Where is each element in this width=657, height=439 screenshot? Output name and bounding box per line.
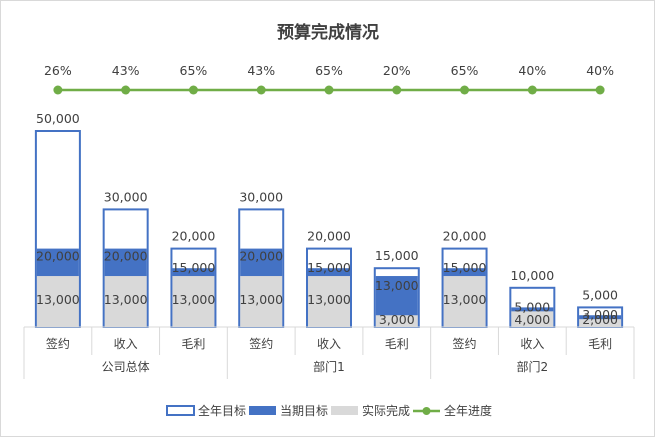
progress-data-label: 65% xyxy=(451,63,479,78)
chart-title: 预算完成情况 xyxy=(277,22,379,43)
progress-point xyxy=(392,85,402,95)
period-target-data-label: 20,000 xyxy=(36,249,80,264)
actual-bar xyxy=(579,319,622,327)
annual-target-data-label: 50,000 xyxy=(36,111,80,126)
actual-data-label: 13,000 xyxy=(36,292,80,307)
actual-bar xyxy=(511,311,554,327)
progress-point xyxy=(121,85,131,95)
category-tick-label: 毛利 xyxy=(181,337,205,351)
progress-data-label: 26% xyxy=(44,63,72,78)
annual-target-data-label: 15,000 xyxy=(375,248,419,263)
legend-swatch-progress-marker xyxy=(422,407,431,415)
annual-target-data-label: 30,000 xyxy=(239,189,283,204)
group-tick-label: 公司总体 xyxy=(102,360,150,374)
annual-target-data-label: 20,000 xyxy=(172,229,216,244)
legend-label-period-target: 当期目标 xyxy=(280,404,328,418)
annual-target-data-label: 20,000 xyxy=(307,229,351,244)
period-target-data-label: 3,000 xyxy=(582,307,618,322)
progress-point xyxy=(527,85,537,95)
bar-layer xyxy=(34,130,624,329)
category-tick-label: 毛利 xyxy=(588,337,612,351)
annual-target-data-label: 5,000 xyxy=(582,287,618,302)
actual-data-label: 3,000 xyxy=(379,312,415,327)
actual-data-label: 13,000 xyxy=(239,292,283,307)
legend-label-annual-target: 全年目标 xyxy=(198,403,246,418)
category-tick-label: 签约 xyxy=(46,336,70,351)
actual-bar xyxy=(240,276,283,327)
progress-data-label: 40% xyxy=(586,63,614,78)
actual-bar xyxy=(172,276,215,327)
legend-label-actual: 实际完成 xyxy=(362,403,410,418)
category-tick-label: 签约 xyxy=(249,336,273,351)
period-target-data-label: 15,000 xyxy=(172,260,216,275)
progress-point xyxy=(460,85,470,95)
period-target-data-label: 13,000 xyxy=(375,278,419,293)
group-tick-label: 部门2 xyxy=(517,359,549,374)
actual-bar xyxy=(104,276,147,327)
progress-line-layer xyxy=(53,85,605,95)
actual-data-label: 13,000 xyxy=(172,292,216,307)
progress-data-label: 43% xyxy=(112,63,140,78)
category-tick-label: 收入 xyxy=(114,337,138,351)
category-tick-label: 收入 xyxy=(520,337,544,351)
period-target-data-label: 15,000 xyxy=(443,260,487,275)
legend-label-progress: 全年进度 xyxy=(444,403,492,418)
legend-swatch-actual xyxy=(331,406,358,415)
category-tick-label: 毛利 xyxy=(385,337,409,351)
progress-data-label: 65% xyxy=(180,63,208,78)
progress-point xyxy=(324,85,334,95)
progress-data-label: 40% xyxy=(518,63,546,78)
legend: 全年目标 当期目标 实际完成 全年进度 xyxy=(166,403,492,418)
annual-target-data-label: 30,000 xyxy=(104,189,148,204)
actual-data-label: 13,000 xyxy=(443,292,487,307)
period-target-data-label: 20,000 xyxy=(239,249,283,264)
actual-bar xyxy=(443,276,486,327)
legend-swatch-annual-target xyxy=(166,405,195,416)
period-target-data-label: 5,000 xyxy=(514,299,550,314)
progress-point xyxy=(53,85,63,95)
category-tick-label: 收入 xyxy=(317,337,341,351)
progress-data-label: 43% xyxy=(247,63,275,78)
progress-data-label: 20% xyxy=(383,63,411,78)
actual-bar xyxy=(308,276,350,327)
legend-swatch-period-target xyxy=(249,406,276,415)
actual-data-label: 13,000 xyxy=(104,292,148,307)
period-target-data-label: 15,000 xyxy=(307,260,351,275)
actual-bar xyxy=(375,315,418,327)
group-tick-label: 部门1 xyxy=(313,359,345,374)
actual-data-label: 4,000 xyxy=(514,312,550,327)
progress-point xyxy=(595,85,605,95)
annual-target-data-label: 10,000 xyxy=(510,268,554,283)
data-label-layer: 26% 43% 65% 43% 65% 20% 65% 40% 40% 50,000 20,000 1… xyxy=(36,63,618,327)
actual-data-label: 2,000 xyxy=(582,312,618,327)
category-tick-label: 签约 xyxy=(453,336,477,351)
progress-point xyxy=(256,85,266,95)
actual-bar xyxy=(36,276,79,327)
progress-point xyxy=(188,85,198,95)
actual-data-label: 13,000 xyxy=(307,292,351,307)
period-target-data-label: 20,000 xyxy=(104,249,148,264)
progress-data-label: 65% xyxy=(315,63,343,78)
annual-target-data-label: 20,000 xyxy=(443,229,487,244)
